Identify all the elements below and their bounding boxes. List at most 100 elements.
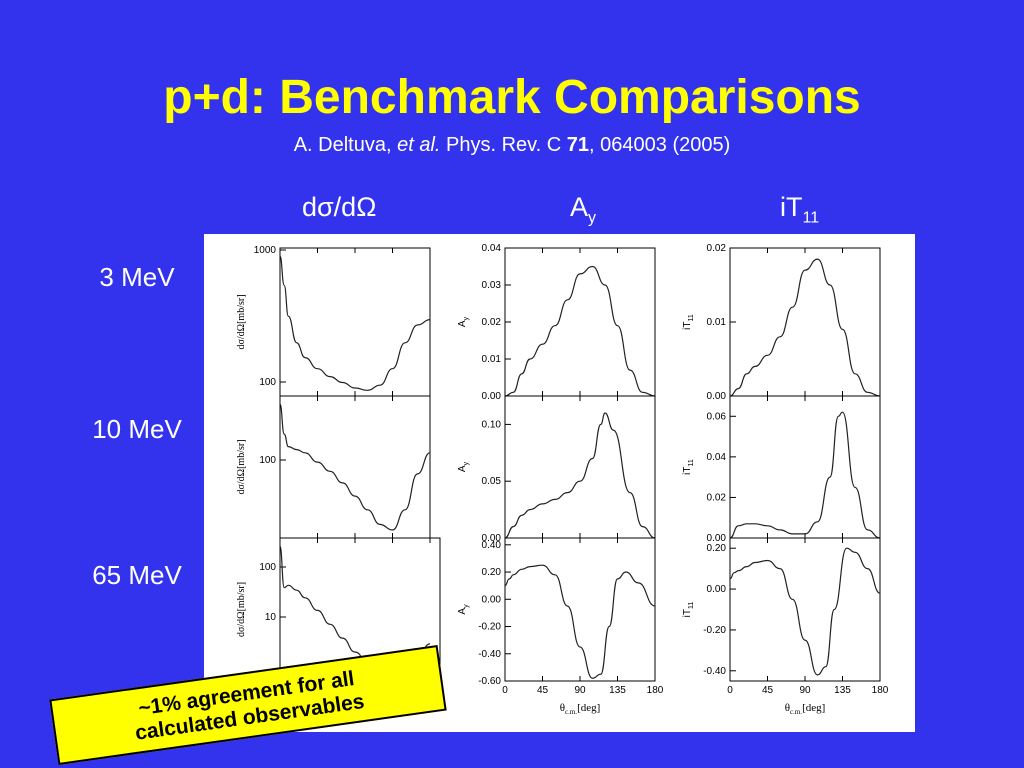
- plot-r2-c1-frame: [279, 395, 431, 539]
- plot-r3-c2-xlabel-theta: θ: [560, 702, 565, 714]
- plot-r2-c3-ylabel-main: iT: [682, 466, 693, 474]
- plot-r2-c2-ytick-label: 0.10: [482, 419, 502, 430]
- plot-r3-c3-ylabel-main: iT: [682, 609, 693, 617]
- plot-r3-c2-xlabel-unit: [deg]: [577, 702, 600, 714]
- plot-r2-c3-frame: [729, 395, 881, 539]
- it-main: iT: [780, 192, 803, 222]
- plot-r1-c2-curve: [504, 265, 656, 397]
- plot-r3-c3-ylabel-sub: 11: [688, 602, 695, 609]
- plot-r1-c2-ytick-label: 0.04: [482, 243, 502, 254]
- plot-r3-c3-xtick-label: 90: [799, 685, 811, 696]
- plot-r3-c3-frame: [729, 537, 881, 682]
- plot-r3-c2-ylabel-main: A: [457, 608, 468, 615]
- plot-r3-c2-ytick-label: 0.40: [482, 540, 502, 551]
- citation-volume: 71: [566, 134, 590, 156]
- plot-r3-c2-ytick-label: -0.60: [478, 676, 501, 687]
- plot-r1-c3-ytick-label: 0.01: [707, 317, 727, 328]
- plot-r3-c3-xtick-label: 45: [762, 685, 774, 696]
- plot-r3-c2-xlabel: θc.m.[deg]: [560, 702, 601, 716]
- citation: A. Deltuva, et al. Phys. Rev. C 71, 0640…: [0, 134, 1024, 157]
- plot-r3-c3-curve: [729, 547, 881, 676]
- plot-r3-c2-xlabel-sub: c.m.: [565, 708, 577, 716]
- ay-main: A: [570, 192, 589, 222]
- plot-r3-c2-xtick-label: 0: [502, 685, 508, 696]
- plot-r1-c2-ytick-label: 0.02: [482, 317, 502, 328]
- plot-r2-c2-ylabel: Ay: [457, 461, 470, 472]
- plot-r3-c2-xtick-label: 45: [537, 685, 549, 696]
- plot-r2-c1-ytick-label: 100: [259, 455, 276, 466]
- plot-r2-c2-ylabel-sub: y: [463, 461, 470, 465]
- plot-r3-c3-ytick-label: -0.40: [703, 666, 726, 677]
- plot-r3-c3-xlabel-sub: c.m.: [790, 708, 802, 716]
- plot-r3-c2-xtick-label: 135: [609, 685, 626, 696]
- plot-r3-c3-ytick-label: 0.00: [707, 584, 727, 595]
- plot-r2-c3-curve: [729, 411, 881, 539]
- plot-r1-c1-ytick-label: 1000: [254, 245, 277, 256]
- slide-title: p+d: Benchmark Comparisons: [163, 71, 861, 124]
- plot-r3-c3-xlabel: θc.m.[deg]: [785, 702, 826, 716]
- column-header-it11: iT11: [780, 192, 819, 227]
- plot-r2-c2-ylabel-main: A: [457, 465, 468, 472]
- row-label-3mev: 3 MeV: [99, 262, 175, 292]
- column-header-ay: Ay: [570, 192, 596, 227]
- citation-rest: , 064003 (2005): [589, 134, 731, 156]
- plot-r1-c2-ytick-label: 0.00: [482, 391, 502, 402]
- plot-r2-c2-ytick-label: 0.00: [482, 533, 502, 544]
- plot-r3-c2-ytick-label: 0.20: [482, 567, 502, 578]
- plot-r2-c1-ylabel: dσ/dΩ[mb/sr]: [236, 439, 247, 494]
- plot-r2-c3-ytick-label: 0.04: [707, 452, 727, 463]
- plot-r3-c2-curve: [504, 564, 656, 679]
- plot-r1-c1-frame: [279, 247, 431, 397]
- plot-r3-c1-ytick-label: 100: [259, 562, 276, 573]
- plot-r1-c1-ylabel: dσ/dΩ[mb/sr]: [236, 294, 247, 349]
- plot-r3-c3-ytick-label: 0.20: [707, 543, 727, 554]
- plot-r1-c3-ylabel-main: iT: [682, 321, 693, 329]
- ay-sub: y: [588, 209, 597, 227]
- plot-r3-c2-xtick-label: 90: [574, 685, 586, 696]
- plot-r1-c2-frame: [504, 247, 656, 397]
- plot-r3-c3-xtick-label: 135: [834, 685, 851, 696]
- plot-r2-c3-ylabel: iT11: [682, 459, 695, 475]
- citation-journal: Phys. Rev. C: [440, 134, 567, 156]
- plot-r2-c3-ytick-label: 0.06: [707, 411, 727, 422]
- plot-r1-c2-ytick-label: 0.01: [482, 354, 502, 365]
- plot-r2-c3-ytick-label: 0.00: [707, 533, 727, 544]
- row-label-10mev: 10 MeV: [92, 414, 182, 444]
- plot-r1-c3-ytick-label: 0.02: [707, 243, 727, 254]
- plot-r3-c2-frame: [504, 537, 656, 682]
- plot-r2-c3-ytick-label: 0.02: [707, 492, 727, 503]
- plot-r3-c1-ylabel: dσ/dΩ[mb/sr]: [236, 582, 247, 637]
- plot-r2-c3-ylabel-sub: 11: [688, 459, 695, 466]
- plot-r1-c3-ylabel: iT11: [682, 314, 695, 330]
- plot-r3-c3-ytick-label: -0.20: [703, 625, 726, 636]
- plot-r1-c3-ytick-label: 0.00: [707, 391, 727, 402]
- it-sub: 11: [802, 209, 820, 227]
- plot-r3-c3-ylabel: iT11: [682, 602, 695, 618]
- plot-r2-c2-curve: [504, 412, 656, 539]
- plot-r3-c3-xlabel-theta: θ: [785, 702, 790, 714]
- benchmark-figure: 1000100dσ/dΩ[mb/sr]0.000.010.020.030.04A…: [236, 243, 889, 716]
- plot-r1-c2-ylabel-sub: y: [463, 316, 470, 320]
- plot-r3-c2-ytick-label: -0.40: [478, 649, 501, 660]
- citation-author: A. Deltuva,: [293, 134, 398, 156]
- plot-r3-c2-ytick-label: -0.20: [478, 622, 501, 633]
- plot-r1-c1-curve: [279, 255, 431, 391]
- plot-r3-c3-xtick-label: 180: [872, 685, 889, 696]
- plot-r1-c2-ytick-label: 0.03: [482, 280, 502, 291]
- citation-etal: et al.: [397, 134, 441, 156]
- plot-r3-c3-xtick-label: 0: [727, 685, 733, 696]
- plot-r1-c3-curve: [729, 258, 881, 397]
- row-label-65mev: 65 MeV: [92, 560, 182, 590]
- plot-r1-c2-ylabel: Ay: [457, 316, 470, 327]
- plot-r2-c1-curve: [279, 403, 431, 531]
- plot-r3-c2-ylabel: Ay: [457, 604, 470, 615]
- plot-r1-c1-ytick-label: 100: [259, 377, 276, 388]
- plot-r2-c2-frame: [504, 395, 656, 539]
- plot-r3-c2-ytick-label: 0.00: [482, 594, 502, 605]
- plot-r2-c2-ytick-label: 0.05: [482, 476, 502, 487]
- column-header-dsigma: dσ/dΩ: [302, 192, 377, 222]
- plot-r3-c2-ylabel-sub: y: [463, 604, 470, 608]
- plot-r3-c3-xlabel-unit: [deg]: [802, 702, 825, 714]
- plot-r1-c3-ylabel-sub: 11: [688, 314, 695, 321]
- plot-r3-c2-xtick-label: 180: [647, 685, 664, 696]
